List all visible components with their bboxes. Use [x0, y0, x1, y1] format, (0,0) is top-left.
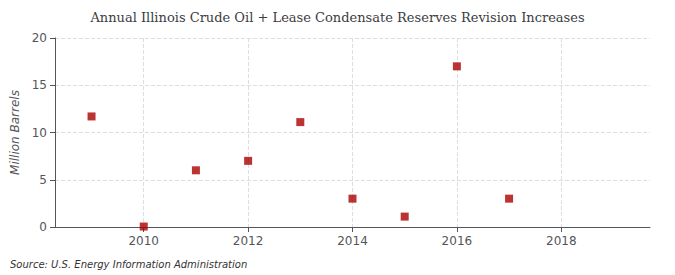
svg-text:2014: 2014: [337, 234, 368, 248]
svg-text:15: 15: [32, 78, 47, 92]
svg-text:Source: U.S. Energy Informatio: Source: U.S. Energy Information Administ…: [10, 259, 247, 270]
svg-text:Million Barrels: Million Barrels: [8, 90, 22, 175]
svg-text:0: 0: [39, 220, 47, 234]
svg-text:2018: 2018: [546, 234, 577, 248]
svg-text:Annual Illinois Crude Oil + Le: Annual Illinois Crude Oil + Lease Conden…: [89, 10, 584, 25]
svg-text:10: 10: [32, 126, 47, 140]
svg-text:2012: 2012: [233, 234, 264, 248]
svg-text:5: 5: [39, 173, 47, 187]
svg-text:2016: 2016: [442, 234, 473, 248]
svg-text:2010: 2010: [128, 234, 159, 248]
svg-text:20: 20: [32, 31, 47, 45]
